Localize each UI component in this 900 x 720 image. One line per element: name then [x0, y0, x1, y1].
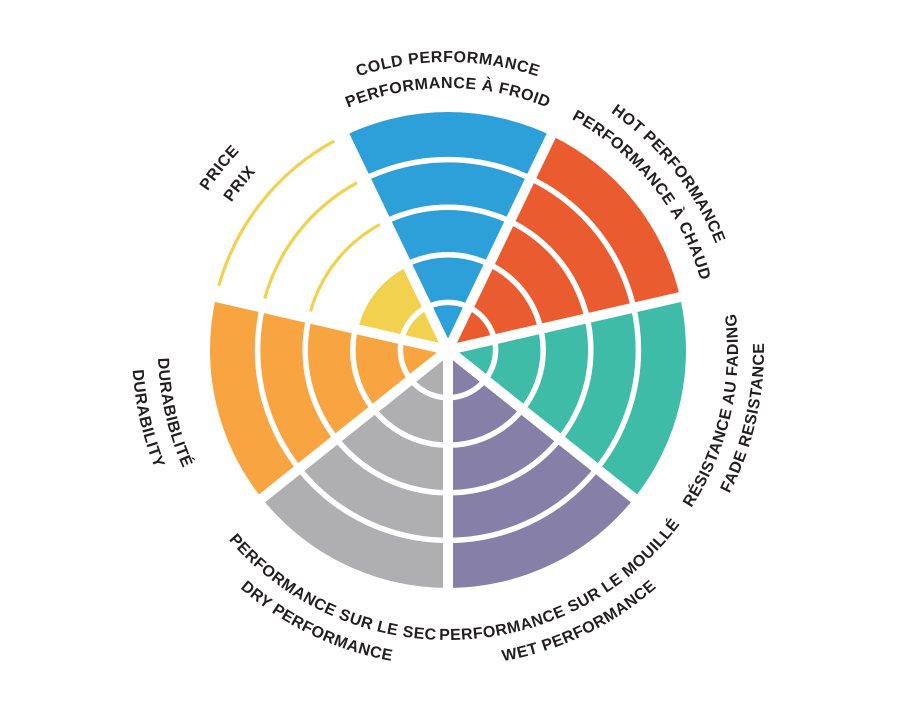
sector-hot-performance	[448, 135, 681, 350]
label-cold-performance-inner: PERFORMANCE À FROID	[343, 75, 553, 112]
sector-cold-performance	[344, 112, 552, 351]
sector-separator	[444, 346, 648, 511]
sector-separator	[334, 121, 453, 353]
sector-separator	[446, 289, 694, 355]
unfilled-ring-arc-price-4	[263, 181, 358, 300]
sector-wet-performance	[448, 350, 635, 588]
sector-separator	[202, 289, 450, 355]
unfilled-ring-arc-price-3	[308, 223, 381, 312]
sector-dry-performance	[261, 350, 448, 588]
sector-fade-resistance	[448, 297, 686, 499]
sector-separator	[248, 346, 452, 511]
unfilled-ring-arc-price-5	[217, 139, 336, 287]
sector-durability	[210, 297, 448, 499]
sector-separator	[443, 121, 562, 353]
